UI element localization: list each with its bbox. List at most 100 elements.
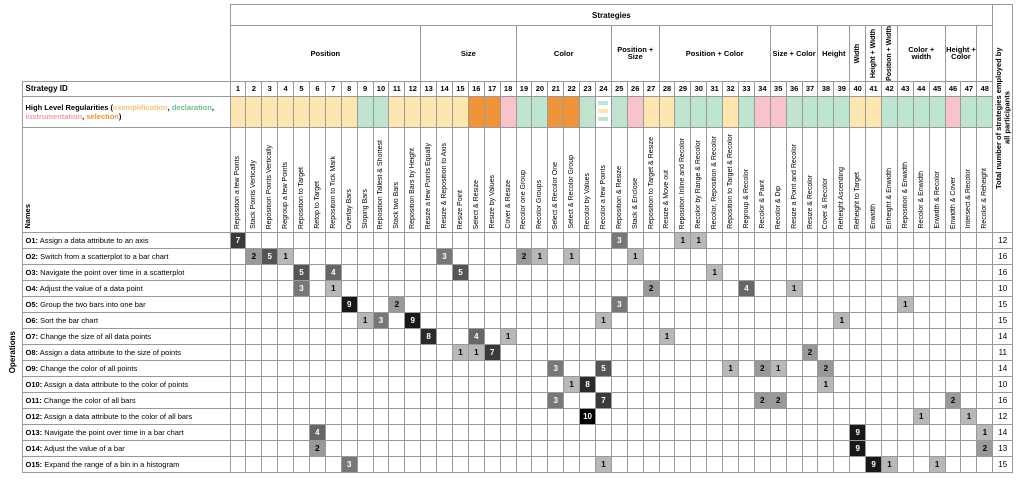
strategy-id: 2 <box>245 80 263 97</box>
matrix-cell: 1 <box>722 359 739 377</box>
matrix-cell <box>769 295 787 313</box>
matrix-cell <box>881 247 898 265</box>
matrix-cell <box>340 423 358 441</box>
strategy-name-text: Reposition & Enwidth <box>901 162 909 229</box>
strategy-name: Recolor by Values <box>579 126 596 233</box>
operation-label: O13: Navigate the point over time in a b… <box>21 423 231 441</box>
matrix-cell <box>769 407 787 425</box>
matrix-cell <box>483 295 501 313</box>
matrix-cell <box>436 343 453 361</box>
matrix-cell <box>563 311 581 329</box>
matrix-cell <box>308 359 326 377</box>
strategy-name-text: Select & Recolor Group <box>568 155 576 229</box>
matrix-cell <box>801 391 819 409</box>
strategy-id: 3 <box>261 80 279 97</box>
hl-color-cell <box>563 95 581 128</box>
matrix-cell <box>499 247 517 265</box>
strategy-id: 24 <box>594 80 612 97</box>
strategy-name-text: Recolor, Reposition & Recolor <box>711 135 719 229</box>
matrix-cell <box>881 375 898 393</box>
table-row: O7: Change the size of all data points 8 4… <box>4 327 1014 345</box>
strategy-name: Select & Recolor Group <box>563 126 581 233</box>
matrix-cell <box>801 263 819 281</box>
operation-total: 13 <box>992 439 1014 457</box>
strategy-name-text: Reposition a few Points <box>234 155 242 229</box>
matrix-cell <box>547 231 565 249</box>
matrix-cell <box>722 231 739 249</box>
operation-label: O11: Change the color of all bars <box>21 391 231 409</box>
matrix-cell <box>420 263 438 281</box>
matrix-cell <box>801 455 819 473</box>
matrix-cell <box>738 359 755 377</box>
matrix-cell <box>785 407 803 425</box>
matrix-cell <box>451 231 469 249</box>
matrix-cell <box>308 247 326 265</box>
matrix-cell <box>738 407 755 425</box>
matrix-cell <box>277 327 295 345</box>
matrix-cell <box>610 391 628 409</box>
matrix-cell: 2 <box>817 359 835 377</box>
matrix-cell <box>944 327 962 345</box>
total-header: Total number of strategies employed by a… <box>992 4 1014 233</box>
strategy-name: Reposition to Tick Mark <box>324 126 342 233</box>
strategy-name-text: Recolor & Enwidth <box>917 171 925 229</box>
matrix-cell <box>340 327 358 345</box>
matrix-cell <box>690 327 708 345</box>
matrix-cell <box>563 455 581 473</box>
matrix-cell <box>261 263 279 281</box>
strategy-name: Recolor, Reposition & Recolor <box>706 126 724 233</box>
strategy-name-text: Reposition Tallest & Shortest <box>377 139 385 229</box>
strategy-name: Resize by Values <box>483 126 501 233</box>
strategy-name: Select & Recolor One <box>547 126 565 233</box>
operation-id: O1: <box>25 235 39 245</box>
strategy-name-text: Resize & Reposition to Axis <box>441 143 449 229</box>
matrix-cell <box>467 391 485 409</box>
matrix-cell <box>515 391 533 409</box>
matrix-cell <box>420 247 438 265</box>
matrix-cell: 1 <box>690 231 708 249</box>
matrix-cell <box>467 439 485 457</box>
matrix-cell <box>928 295 946 313</box>
matrix-cell <box>229 359 247 377</box>
matrix-cell <box>563 327 581 345</box>
matrix-cell: 2 <box>642 279 660 297</box>
matrix-cell <box>674 423 692 441</box>
matrix-cell <box>436 295 453 313</box>
table-row: O3: Navigate the point over time in a sc… <box>4 263 1014 281</box>
matrix-cell <box>817 311 835 329</box>
matrix-cell <box>881 231 898 249</box>
matrix-cell <box>928 407 946 425</box>
matrix-cell <box>642 375 660 393</box>
strategy-name-text: Cover & Recolor <box>822 177 830 229</box>
strategy-name: Recolor Groups <box>531 126 549 233</box>
matrix-cell <box>547 439 565 457</box>
matrix-cell <box>388 343 406 361</box>
matrix-cell <box>706 375 724 393</box>
operation-total: 12 <box>992 407 1014 425</box>
hl-color-cell <box>817 95 835 128</box>
matrix-cell <box>642 423 660 441</box>
matrix-cell <box>753 439 771 457</box>
strategy-id: 19 <box>515 80 533 97</box>
matrix-cell <box>896 279 914 297</box>
strategy-name-text: Resize & Recolor <box>806 174 814 229</box>
matrix-cell <box>483 247 501 265</box>
matrix-cell <box>531 375 549 393</box>
matrix-cell <box>483 375 501 393</box>
matrix-cell <box>865 279 883 297</box>
strategy-name: Retop to Target <box>308 126 326 233</box>
matrix-cell <box>738 439 755 457</box>
matrix-cell <box>579 423 596 441</box>
strategy-name-text: Reposition Inline and Recolor <box>679 137 687 229</box>
matrix-cell <box>706 359 724 377</box>
matrix-cell <box>261 343 279 361</box>
matrix-cell <box>340 311 358 329</box>
strategy-id: 32 <box>722 80 739 97</box>
matrix-cell <box>451 295 469 313</box>
matrix-cell <box>261 295 279 313</box>
matrix-cell <box>245 231 263 249</box>
strategy-name: Select & Resize <box>467 126 485 233</box>
matrix-cell <box>785 263 803 281</box>
matrix-cell <box>896 391 914 409</box>
matrix-cell <box>801 295 819 313</box>
